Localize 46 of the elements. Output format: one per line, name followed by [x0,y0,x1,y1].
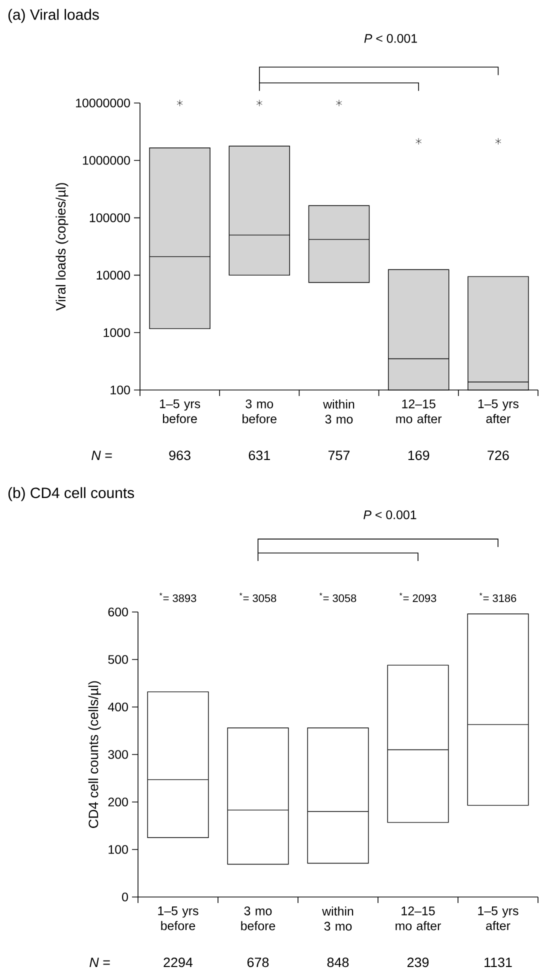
y-tick-label: 500 [108,655,128,664]
y-tick-label: 10000000 [76,98,130,108]
x-tick-label: 1–5 yrs before [158,906,198,930]
x-tick-label: within 3 mo [322,906,354,931]
x-tick-label: 12–15 mo after [396,400,442,424]
y-tick-label: 1000 [104,328,130,338]
x-tick-label: 3 mo before [241,906,276,930]
x-tick-label: 1–5 yrs after [478,400,519,424]
y-tick-label: 200 [108,798,128,806]
text: P < 0.001 [364,34,417,43]
text: 169 [408,450,430,460]
y-tick-label: 100000 [90,213,130,222]
text: $^{*}$= 3058 [239,592,276,602]
text: $^{*}$= 3058 [319,592,356,602]
y-axis-title: Viral loads (copies/µl) [56,183,68,311]
y-tick-label: 300 [108,750,128,759]
text: 726 [488,450,509,460]
y-tick-label: 600 [108,608,128,616]
x-tick-label: 3 mo before [242,400,276,424]
text: $^{*}$= 2093 [399,592,436,602]
x-tick-label: 1–5 yrs before [160,400,200,424]
text: 678 [247,958,269,968]
text: 1131 [484,958,512,968]
text: P < 0.001 [364,510,416,520]
y-tick-label: 100 [108,845,128,854]
chart-title: (a) Viral loads [8,8,99,23]
text: 631 [248,450,270,460]
chart-title: (b) CD4 cell counts [8,487,134,502]
text: 239 [407,958,429,968]
x-tick-label: 1–5 yrs after [478,906,518,930]
x-tick-label: within 3 mo [323,399,354,424]
y-tick-label: 10000 [96,270,130,280]
y-tick-label: 0 [122,892,128,902]
text: N = [90,958,110,967]
y-tick-label: 400 [108,702,128,712]
x-tick-label: 12–15 mo after [396,906,441,930]
text: $^{*}$= 3893 [159,592,196,602]
text: $^{*}$= 3186 [479,592,516,602]
text: 2294 [164,958,193,968]
text: 757 [328,450,350,460]
y-tick-label: 1000000 [82,156,130,165]
y-tick-label: 100 [110,386,130,394]
text: 848 [327,958,349,968]
text: 963 [169,450,190,460]
text: N = [92,450,112,460]
y-axis-title: CD4 cell counts (cells/µl) [88,681,101,828]
